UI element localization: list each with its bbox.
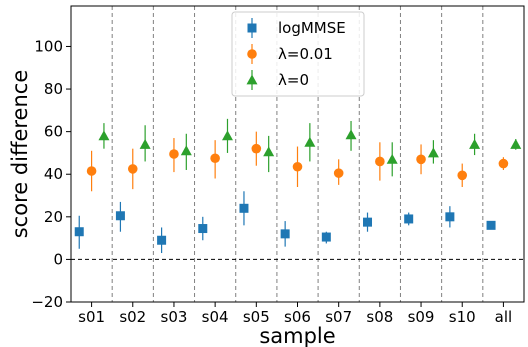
y-axis-label: score difference (8, 70, 32, 239)
legend: logMMSE λ=0.01 λ=0 (231, 11, 365, 97)
data-point (263, 146, 275, 157)
x-axis-label: sample (259, 324, 335, 347)
series-circle (86, 131, 509, 192)
data-point (239, 203, 249, 213)
data-point (498, 158, 509, 169)
data-point (127, 164, 138, 174)
data-point (304, 136, 316, 147)
x-tick-label: s01 (78, 308, 105, 326)
data-point (157, 235, 167, 245)
x-tick-label: s09 (408, 308, 435, 326)
x-axis: s01 s02 s03 s04 s05 s06 s07 s08 s09 s10 all (78, 302, 512, 326)
x-tick-label: s05 (243, 308, 270, 326)
y-tick-label: 0 (53, 250, 63, 268)
x-tick-label: s08 (366, 308, 393, 326)
data-point (292, 161, 303, 172)
x-tick-label: s03 (161, 308, 188, 326)
y-tick-label: 60 (44, 123, 63, 141)
legend-label: logMMSE (278, 19, 346, 37)
series-triangle (98, 118, 522, 177)
legend-marker (247, 23, 257, 33)
y-axis: −20 0 20 40 60 80 100 (31, 37, 71, 311)
x-tick-label: s10 (449, 308, 476, 326)
data-point (210, 153, 220, 164)
legend-label: λ=0.01 (278, 45, 333, 63)
data-point (375, 156, 385, 167)
legend-label: λ=0 (278, 71, 309, 89)
data-point (333, 168, 344, 178)
data-point (427, 147, 439, 158)
y-tick-label: 100 (34, 37, 63, 55)
data-point (404, 214, 414, 224)
data-point (115, 211, 125, 221)
y-tick-label: 20 (44, 208, 63, 226)
legend-marker (247, 49, 257, 59)
data-point (86, 166, 97, 176)
data-point (469, 138, 481, 149)
data-point (221, 130, 233, 141)
series-layer (74, 118, 522, 254)
data-point (321, 232, 331, 242)
data-point (180, 145, 192, 156)
y-tick-label: −20 (31, 293, 63, 311)
legend-box (231, 11, 365, 97)
data-point (510, 138, 522, 149)
data-point (139, 138, 151, 149)
plot-frame (70, 5, 525, 303)
data-point (251, 143, 262, 154)
x-tick-label: s06 (284, 308, 311, 326)
x-tick-label: s04 (202, 308, 229, 326)
data-point (416, 154, 426, 165)
data-point (98, 130, 110, 141)
data-point (486, 220, 496, 230)
data-point (169, 149, 179, 159)
data-point (363, 217, 373, 227)
data-point (74, 227, 84, 237)
x-tick-label: s07 (325, 308, 352, 326)
y-tick-label: 40 (44, 165, 63, 183)
data-point (198, 224, 208, 234)
x-tick-label: s02 (119, 308, 146, 326)
data-point (445, 212, 455, 222)
data-point (345, 129, 357, 140)
data-point (457, 170, 468, 181)
series-square (74, 191, 496, 254)
legend-marker (246, 74, 258, 85)
data-point (280, 229, 290, 239)
y-tick-label: 80 (44, 80, 63, 98)
data-point (386, 153, 398, 164)
x-tick-label: all (495, 308, 513, 326)
